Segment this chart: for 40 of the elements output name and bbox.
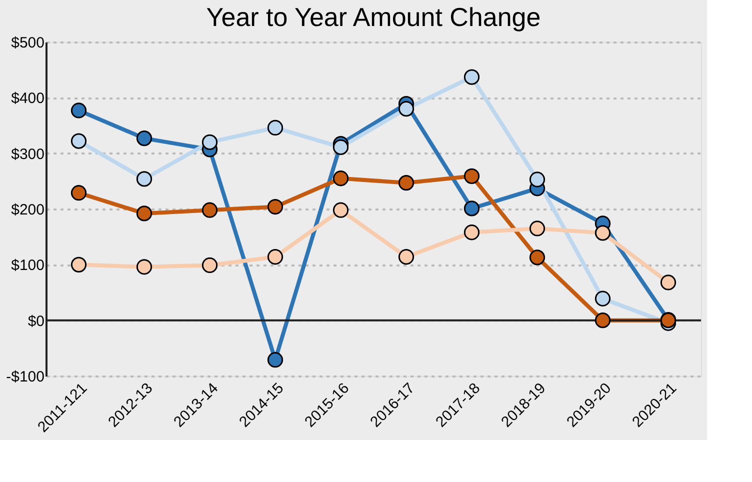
point [464,200,480,216]
point [136,259,152,275]
y-tick-label: $400 [11,90,44,108]
point [332,139,349,156]
point [202,257,218,274]
y-tick-label: $300 [11,146,44,163]
point [70,185,87,201]
y-tick-label: -$100 [6,368,44,386]
point [332,170,349,186]
point [398,249,414,265]
point [660,274,676,290]
point [267,352,284,368]
chart-title: Year to Year Amount Change [206,2,541,32]
point [136,130,152,146]
point [464,69,480,85]
point [529,220,546,236]
point [464,168,480,184]
point [398,175,414,191]
point [136,206,152,222]
point [267,198,284,215]
point [594,290,611,306]
point [267,249,284,265]
point [136,171,152,187]
point [70,102,87,118]
point [267,120,284,136]
point [594,225,611,241]
point [398,100,414,117]
point [70,256,87,272]
point [332,202,349,218]
point [464,224,480,240]
point [529,250,546,266]
point [202,202,218,218]
y-tick-label: $0 [28,312,44,330]
y-tick-label: $100 [11,257,44,274]
point [529,172,546,188]
y-tick-label: $500 [11,34,44,52]
y-tick-label: $200 [11,202,44,218]
point [594,312,611,328]
point [70,133,87,149]
point [202,134,218,150]
